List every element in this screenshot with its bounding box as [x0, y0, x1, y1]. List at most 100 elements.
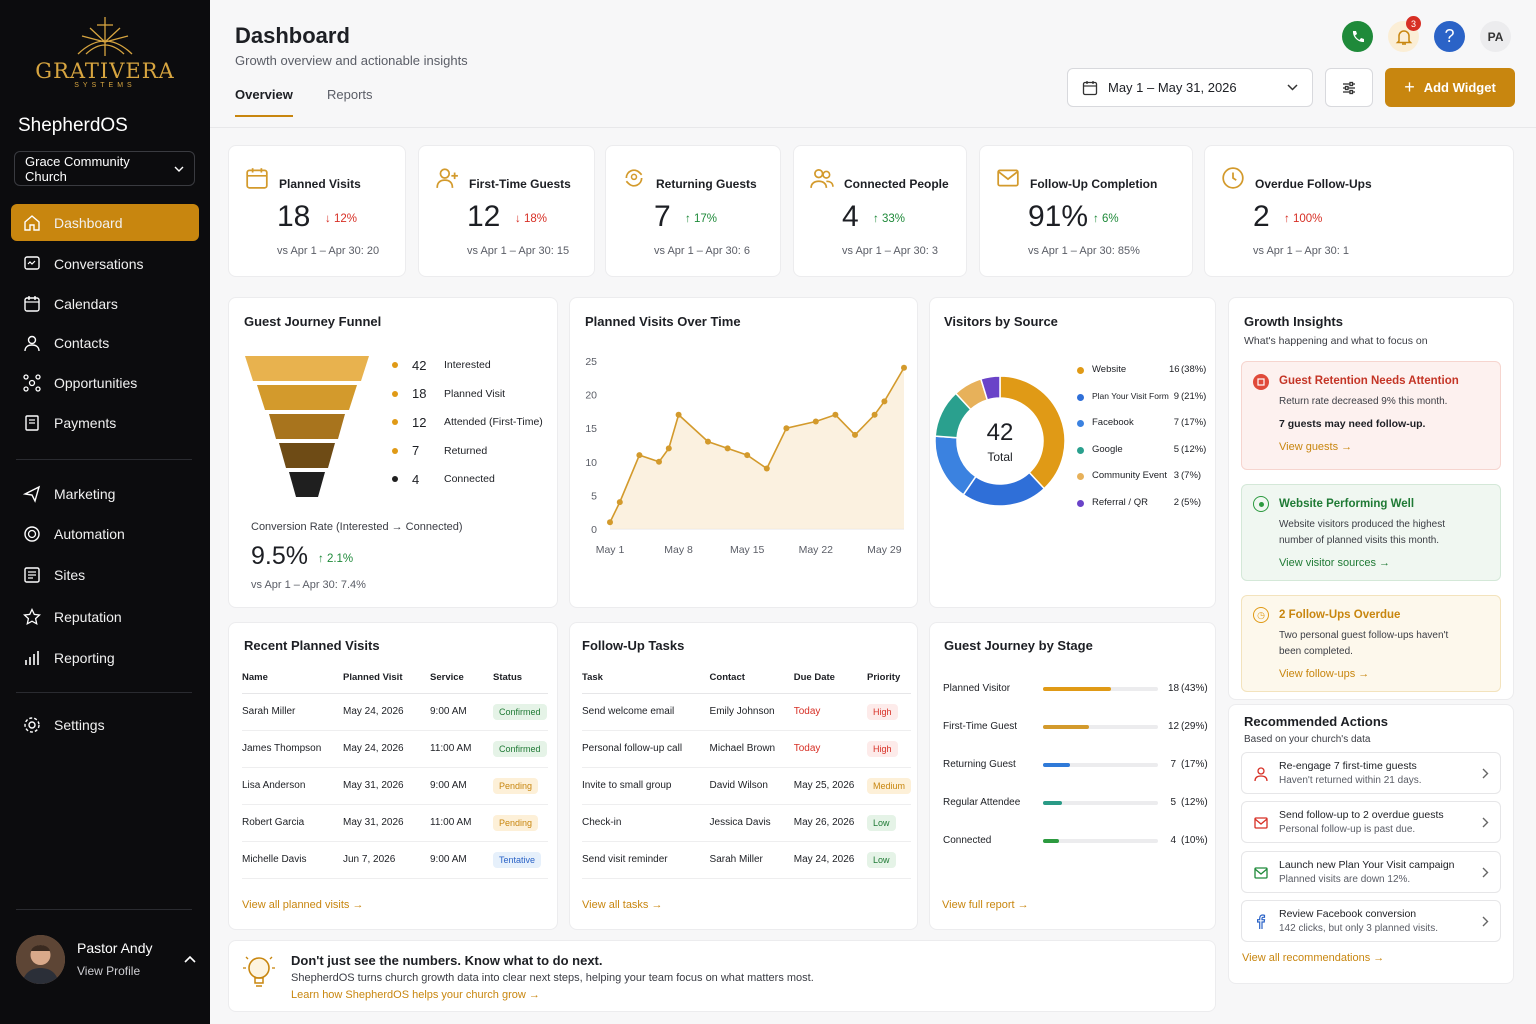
table-row[interactable]: Send visit reminder Sarah Miller May 24, 2…	[582, 841, 911, 879]
kpi-card[interactable]: Planned Visits 18 ↓ 12% vs Apr 1 – Apr 30: …	[228, 145, 406, 277]
stage-percent: (10%)	[1181, 835, 1208, 846]
send-icon	[23, 485, 41, 503]
view-all-recommendations-link[interactable]: View all recommendations →	[1242, 952, 1385, 964]
banner-learn-link[interactable]: Learn how ShepherdOS helps your church g…	[291, 989, 540, 1001]
table-row[interactable]: Check-in Jessica Davis May 26, 2026 Low	[582, 804, 911, 842]
table-row[interactable]: Lisa Anderson May 31, 2026 9:00 AM Pending	[242, 767, 548, 805]
stage-bar-fill	[1043, 839, 1059, 843]
add-widget-button[interactable]: + Add Widget	[1385, 68, 1515, 107]
profile-menu[interactable]: Pastor Andy View Profile	[16, 933, 196, 985]
nav-item-calendars[interactable]: Calendars	[11, 285, 199, 322]
table-row[interactable]: Michelle Davis Jun 7, 2026 9:00 AM Tentativ…	[242, 841, 548, 879]
funnel-count: 12	[412, 414, 427, 430]
nav-item-contacts[interactable]: Contacts	[11, 324, 199, 361]
view-full-report-link[interactable]: View full report →	[942, 899, 1029, 911]
legend-label: Plan Your Visit Form	[1092, 390, 1169, 401]
view-visitor-sources-link[interactable]: View visitor sources →	[1279, 557, 1391, 569]
kpi-card[interactable]: Connected People 4 ↑ 33% vs Apr 1 – Apr 30:…	[793, 145, 967, 277]
profile-link[interactable]: View Profile	[77, 964, 141, 978]
table-row[interactable]: Invite to small group David Wilson May 25,…	[582, 767, 911, 805]
visit-date: May 31, 2026	[343, 767, 430, 805]
recommended-subtitle: Haven't returned within 21 days.	[1279, 775, 1422, 786]
funnel-count: 4	[412, 471, 420, 487]
nav-item-settings[interactable]: Settings	[11, 706, 199, 743]
nav-item-dashboard[interactable]: Dashboard	[11, 204, 199, 241]
kpi-card[interactable]: Overdue Follow-Ups 2 ↑ 100% vs Apr 1 – Apr …	[1204, 145, 1514, 277]
nav-item-opportunities[interactable]: Opportunities	[11, 364, 199, 401]
brand-name: GRATIVERA	[35, 59, 175, 83]
priority-badge: Low	[866, 851, 896, 868]
home-icon	[23, 214, 41, 232]
date-range-picker[interactable]: May 1 – May 31, 2026	[1067, 68, 1313, 107]
task-due: May 24, 2026	[793, 841, 867, 879]
donut-legend-item: Website 16 (38%)	[1077, 364, 1212, 380]
tab-overview[interactable]: Overview	[235, 87, 293, 102]
table-row[interactable]: Send welcome email Emily Johnson Today High	[582, 693, 911, 731]
chevron-down-icon	[1287, 84, 1298, 91]
table-row[interactable]: Personal follow-up call Michael Brown Toda…	[582, 730, 911, 768]
data-point	[665, 445, 672, 452]
legend-value: 3	[1173, 470, 1179, 482]
card-subtitle: What's happening and what to focus on	[1244, 335, 1428, 347]
nav-item-automation[interactable]: Automation	[11, 515, 199, 552]
card-title: Recommended Actions	[1244, 714, 1388, 729]
nav-item-sites[interactable]: Sites	[11, 556, 199, 593]
funnel-legend-item: 4 Connected	[389, 470, 559, 488]
nav-item-reporting[interactable]: Reporting	[11, 639, 199, 676]
task-contact: Emily Johnson	[709, 693, 794, 731]
insight-title: Guest Retention Needs Attention	[1279, 375, 1459, 387]
filter-button[interactable]	[1325, 68, 1373, 107]
legend-dot	[1077, 393, 1084, 401]
legend-value: 9	[1173, 390, 1179, 402]
nav-item-reputation[interactable]: Reputation	[11, 598, 199, 635]
kpi-card[interactable]: First-Time Guests 12 ↓ 18% vs Apr 1 – Apr 3…	[418, 145, 595, 277]
tab-reports[interactable]: Reports	[327, 87, 373, 102]
data-point	[656, 458, 662, 465]
view-all-tasks-link[interactable]: View all tasks →	[582, 899, 663, 911]
data-point	[607, 519, 613, 526]
recommended-item[interactable]: Review Facebook conversion 142 clicks, bu…	[1241, 899, 1501, 942]
visit-status-cell: Confirmed	[493, 693, 548, 731]
stage-label: First-Time Guest	[943, 721, 1018, 732]
kpi-card[interactable]: Returning Guests 7 ↑ 17% vs Apr 1 – Apr 30:…	[605, 145, 781, 277]
funnel-legend-item: 12 Attended (First-Time)	[389, 413, 559, 431]
legend-dot	[392, 447, 398, 454]
card-title: Visitors by Source	[944, 314, 1058, 329]
funnel-stage	[245, 356, 369, 381]
view-all-visits-link[interactable]: View all planned visits →	[242, 899, 364, 911]
recommended-item[interactable]: Re-engage 7 first-time guests Haven't ret…	[1241, 752, 1501, 794]
table-row[interactable]: Sarah Miller May 24, 2026 9:00 AM Confirmed	[242, 693, 548, 731]
task-contact: Michael Brown	[709, 730, 794, 768]
visit-name: Sarah Miller	[242, 693, 343, 731]
data-point	[675, 411, 682, 418]
donut-chart	[935, 375, 1065, 507]
church-selector[interactable]: Grace Community Church	[14, 151, 195, 186]
nav-item-marketing[interactable]: Marketing	[11, 475, 199, 512]
stage-row: Connected 4 (10%)	[943, 833, 1208, 849]
phone-button[interactable]	[1342, 21, 1373, 52]
kpi-card[interactable]: Follow-Up Completion 91% ↑ 6% vs Apr 1 – Ap…	[979, 145, 1193, 277]
priority-badge: Low	[866, 814, 896, 831]
insight-body-emphasis: 7 guests may need follow-up.	[1279, 418, 1426, 430]
recommended-item[interactable]: Send follow-up to 2 overdue guests Person…	[1241, 801, 1501, 844]
user-avatar-button[interactable]: PA	[1480, 21, 1511, 52]
nav-item-conversations[interactable]: Conversations	[11, 245, 199, 282]
data-point	[881, 398, 888, 405]
recommended-item[interactable]: Launch new Plan Your Visit campaign Plann…	[1241, 850, 1501, 893]
funnel-count: 7	[412, 443, 420, 458]
table-row[interactable]: Robert Garcia May 31, 2026 11:00 AM Pending	[242, 804, 548, 842]
view-follow-ups-link[interactable]: View follow-ups →	[1279, 668, 1370, 680]
card-title: Planned Visits Over Time	[585, 314, 741, 329]
column-header: Name	[242, 663, 343, 694]
conversion-value: 9.5%	[251, 542, 308, 570]
x-tick-label: May 22	[799, 544, 834, 556]
task-name: Personal follow-up call	[582, 730, 710, 768]
card-title: Guest Journey by Stage	[944, 638, 1093, 653]
table-row[interactable]: James Thompson May 24, 2026 11:00 AM Confir…	[242, 730, 548, 768]
view-guests-link[interactable]: View guests →	[1279, 441, 1353, 453]
chevron-up-icon[interactable]	[184, 955, 196, 963]
help-button[interactable]: ?	[1434, 21, 1465, 52]
stage-bar-track	[1043, 839, 1158, 843]
recommended-subtitle: 142 clicks, but only 3 planned visits.	[1279, 922, 1438, 934]
nav-item-payments[interactable]: Payments	[11, 404, 199, 441]
